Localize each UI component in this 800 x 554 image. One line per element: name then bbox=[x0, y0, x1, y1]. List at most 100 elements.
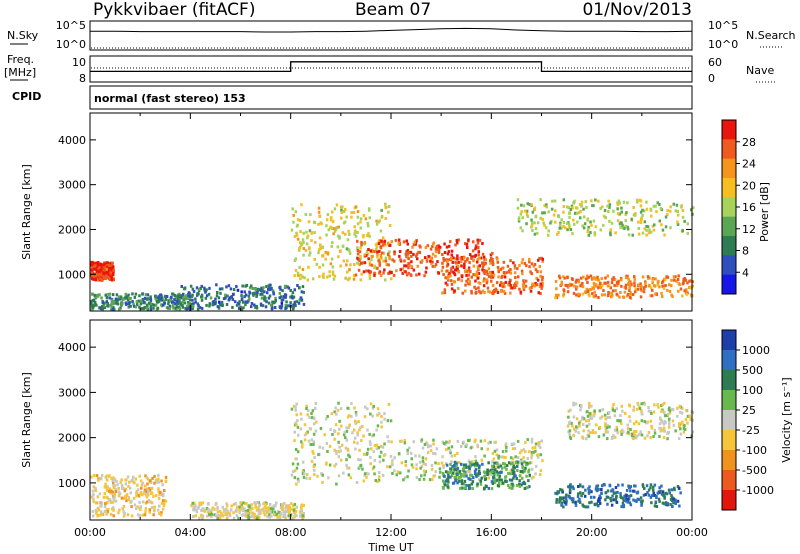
heatmap-cell bbox=[377, 478, 381, 482]
heatmap-cell bbox=[307, 439, 311, 443]
heatmap-cell bbox=[152, 306, 155, 310]
heatmap-cell bbox=[561, 501, 564, 505]
heatmap-cell bbox=[477, 250, 480, 254]
heatmap-cell bbox=[646, 420, 649, 424]
heatmap-cell bbox=[645, 484, 649, 488]
heatmap-cell bbox=[90, 268, 94, 272]
heatmap-cell bbox=[338, 427, 341, 431]
heatmap-cell bbox=[383, 241, 386, 245]
heatmap-cell bbox=[188, 298, 192, 302]
heatmap-cell bbox=[574, 503, 578, 507]
heatmap-cell bbox=[581, 503, 584, 507]
heatmap-cell bbox=[483, 475, 486, 478]
heatmap-cell bbox=[420, 440, 423, 443]
heatmap-cell bbox=[182, 296, 185, 300]
heatmap-cell bbox=[628, 403, 631, 407]
heatmap-cell bbox=[386, 465, 389, 469]
heatmap-cell bbox=[381, 243, 385, 247]
heatmap-cell bbox=[361, 261, 364, 265]
heatmap-cell bbox=[321, 446, 325, 450]
heatmap-cell bbox=[425, 259, 429, 263]
heatmap-cell bbox=[152, 494, 155, 498]
heatmap-cell bbox=[559, 221, 562, 225]
heatmap-cell bbox=[180, 296, 184, 300]
heatmap-cell bbox=[407, 271, 410, 275]
heatmap-cell bbox=[387, 210, 390, 214]
heatmap-cell bbox=[479, 439, 483, 443]
heatmap-cell bbox=[288, 505, 291, 509]
heatmap-cell bbox=[90, 495, 94, 499]
heatmap-cell bbox=[388, 255, 391, 259]
heatmap-cell bbox=[675, 279, 678, 283]
heatmap-cell bbox=[590, 223, 593, 227]
heatmap-cell bbox=[163, 301, 166, 305]
heatmap-cell bbox=[92, 274, 96, 278]
heatmap-cell bbox=[624, 286, 628, 290]
heatmap-cell bbox=[301, 442, 304, 446]
heatmap-cell bbox=[679, 491, 682, 495]
heatmap-cell bbox=[432, 438, 435, 442]
heatmap-cell bbox=[566, 205, 569, 209]
heatmap-cell bbox=[329, 428, 332, 432]
heatmap-cell bbox=[372, 450, 375, 454]
heatmap-cell bbox=[150, 480, 153, 484]
heatmap-cell bbox=[147, 489, 150, 493]
heatmap-cell bbox=[610, 291, 613, 295]
heatmap-cell bbox=[308, 229, 312, 233]
heatmap-cell bbox=[226, 509, 229, 513]
heatmap-cell bbox=[283, 501, 286, 505]
heatmap-cell bbox=[293, 300, 297, 304]
heatmap-cell bbox=[611, 489, 615, 493]
heatmap-cell bbox=[347, 453, 350, 457]
heatmap-cell bbox=[624, 219, 627, 223]
heatmap-cell bbox=[577, 485, 580, 488]
heatmap-cell bbox=[337, 401, 340, 405]
heatmap-cell bbox=[253, 303, 256, 307]
heatmap-cell bbox=[661, 501, 665, 505]
heatmap-cell bbox=[97, 508, 100, 512]
heatmap-cell bbox=[352, 274, 356, 278]
heatmap-cell bbox=[661, 228, 665, 232]
heatmap-cell bbox=[495, 448, 499, 452]
heatmap-cell bbox=[464, 242, 467, 246]
heatmap-cell bbox=[369, 412, 372, 416]
heatmap-cell bbox=[120, 478, 123, 482]
heatmap-cell bbox=[380, 415, 383, 418]
heatmap-cell bbox=[443, 242, 446, 246]
heatmap-cell bbox=[628, 501, 632, 505]
heatmap-cell bbox=[571, 500, 575, 504]
heatmap-cell bbox=[591, 276, 594, 280]
heatmap-cell bbox=[119, 480, 122, 484]
heatmap-cell bbox=[144, 474, 147, 478]
heatmap-cell bbox=[281, 298, 285, 302]
heatmap-cell bbox=[606, 416, 610, 419]
heatmap-cell bbox=[358, 259, 361, 263]
heatmap-cell bbox=[479, 291, 483, 295]
heatmap-cell bbox=[293, 274, 296, 278]
heatmap-cell bbox=[498, 471, 502, 475]
heatmap-cell bbox=[431, 252, 435, 256]
heatmap-cell bbox=[449, 451, 452, 455]
heatmap-cell bbox=[617, 199, 621, 203]
heatmap-cell bbox=[475, 471, 479, 475]
heatmap-cell bbox=[415, 467, 418, 471]
heatmap-cell bbox=[441, 265, 445, 269]
heatmap-cell bbox=[160, 479, 163, 483]
heatmap-cell bbox=[479, 482, 483, 486]
heatmap-cell bbox=[483, 486, 486, 490]
heatmap-cell bbox=[263, 506, 266, 509]
heatmap-cell bbox=[313, 231, 316, 235]
heatmap-cell bbox=[222, 510, 226, 514]
heatmap-cell bbox=[353, 406, 356, 410]
nsky-tick-top-right: 10^5 bbox=[708, 19, 738, 32]
colorbar-segment bbox=[722, 158, 736, 179]
heatmap-cell bbox=[263, 295, 266, 299]
heatmap-cell bbox=[577, 292, 580, 296]
heatmap-cell bbox=[662, 428, 665, 432]
heatmap-cell bbox=[641, 412, 644, 416]
heatmap-cell bbox=[263, 513, 267, 517]
heatmap-cell bbox=[295, 466, 299, 470]
heatmap-cell bbox=[652, 410, 656, 414]
heatmap-cell bbox=[406, 242, 409, 246]
heatmap-cell bbox=[144, 305, 147, 309]
